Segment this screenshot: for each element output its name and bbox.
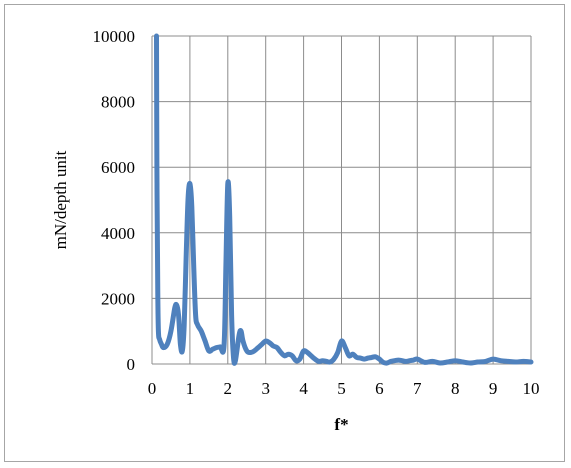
y-tick-label: 4000 <box>101 224 135 243</box>
grid-lines <box>152 35 532 364</box>
x-tick-label: 10 <box>523 379 540 398</box>
x-tick-label: 0 <box>148 379 157 398</box>
x-tick-label: 2 <box>224 379 233 398</box>
x-tick-label: 8 <box>451 379 460 398</box>
x-tick-label: 7 <box>413 379 422 398</box>
x-tick-label: 5 <box>337 379 346 398</box>
series-line <box>154 33 534 366</box>
y-tick-label: 6000 <box>101 158 135 177</box>
y-tick-labels: 0 2000 4000 6000 8000 10000 <box>93 27 136 374</box>
series-layer <box>154 33 534 366</box>
y-tick-label: 8000 <box>101 93 135 112</box>
x-axis-title: f* <box>334 415 348 434</box>
y-tick-label: 10000 <box>93 27 136 46</box>
x-tick-label: 9 <box>489 379 498 398</box>
x-tick-label: 4 <box>299 379 308 398</box>
y-tick-label: 0 <box>127 355 136 374</box>
y-axis-title: mN/depth unit <box>51 150 70 249</box>
x-tick-labels: 0 1 2 3 4 5 6 7 8 9 10 <box>148 379 540 398</box>
y-tick-label: 2000 <box>101 289 135 308</box>
x-tick-label: 3 <box>261 379 270 398</box>
x-tick-label: 1 <box>186 379 195 398</box>
x-tick-label: 6 <box>375 379 384 398</box>
